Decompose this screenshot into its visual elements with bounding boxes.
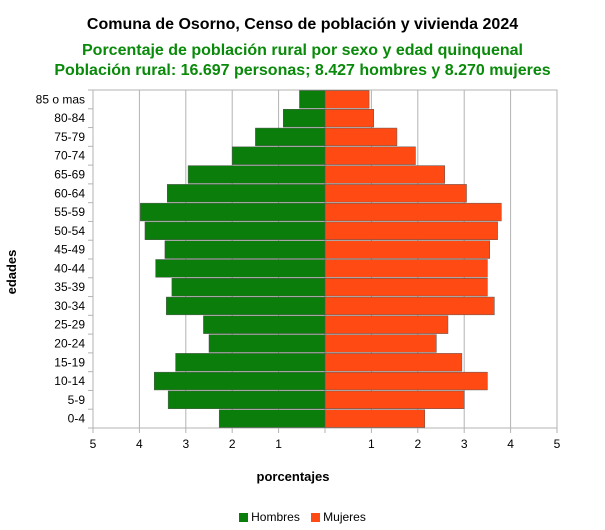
bar-mujeres xyxy=(324,240,490,259)
y-tick-label: 40-44 xyxy=(54,261,85,275)
legend-swatch-mujeres xyxy=(311,513,321,522)
bars-layer xyxy=(140,90,502,428)
bar-mujeres xyxy=(324,334,437,353)
bar-hombres xyxy=(187,165,326,184)
bar-hombres xyxy=(166,296,326,316)
y-tick-label: 55-59 xyxy=(54,205,85,219)
legend-label-hombres: Hombres xyxy=(251,510,300,524)
y-tick-label: 25-29 xyxy=(54,318,85,332)
bar-hombres xyxy=(203,315,326,334)
y-tick-label: 15-19 xyxy=(54,355,85,369)
x-tick-label: 1 xyxy=(275,437,282,451)
x-tick-label: 5 xyxy=(90,437,97,451)
bar-hombres xyxy=(282,109,326,128)
bar-hombres xyxy=(208,334,326,353)
bar-hombres xyxy=(164,240,326,259)
x-axis-label: porcentajes xyxy=(257,469,330,484)
x-tick-label: 5 xyxy=(554,437,561,451)
bar-mujeres xyxy=(324,353,463,372)
y-tick-label: 65-69 xyxy=(54,168,85,182)
bar-mujeres xyxy=(324,202,502,222)
bar-hombres xyxy=(155,259,326,278)
y-tick-label: 70-74 xyxy=(54,149,85,163)
bar-mujeres xyxy=(324,259,488,278)
y-tick-label: 85 o mas xyxy=(36,92,85,106)
bar-hombres xyxy=(218,409,326,428)
bar-hombres xyxy=(299,90,326,109)
x-tick-label: 3 xyxy=(461,437,468,451)
chart-title: Comuna de Osorno, Censo de población y v… xyxy=(86,16,519,33)
bar-hombres xyxy=(171,278,326,297)
legend: Hombres Mujeres xyxy=(0,510,605,524)
y-axis-label: edades xyxy=(4,250,19,295)
x-tick-label: 2 xyxy=(229,437,236,451)
bar-mujeres xyxy=(324,390,465,409)
y-tick-label: 75-79 xyxy=(54,130,85,144)
y-tick-label: 5-9 xyxy=(68,393,86,407)
x-tick-label: 3 xyxy=(182,437,189,451)
bar-mujeres xyxy=(324,109,374,128)
bar-hombres xyxy=(231,146,326,165)
bar-hombres xyxy=(140,202,326,222)
y-tick-label: 80-84 xyxy=(54,111,85,125)
bar-mujeres xyxy=(324,90,370,109)
bar-mujeres xyxy=(324,409,426,428)
bar-mujeres xyxy=(324,221,498,240)
legend-item-mujeres: Mujeres xyxy=(311,510,366,524)
bar-hombres xyxy=(153,371,326,391)
chart-subtitle-1: Porcentaje de población rural por sexo y… xyxy=(82,42,523,59)
y-tick-label: 50-54 xyxy=(54,224,85,238)
legend-swatch-hombres xyxy=(239,513,249,522)
y-tick-label: 30-34 xyxy=(54,299,85,313)
x-tick-label: 4 xyxy=(507,437,514,451)
x-tick-label: 2 xyxy=(414,437,421,451)
x-tick-label: 4 xyxy=(136,437,143,451)
bar-hombres xyxy=(144,221,326,240)
chart-subtitle-2: Población rural: 16.697 personas; 8.427 … xyxy=(54,62,551,79)
bar-mujeres xyxy=(324,278,488,297)
y-tick-label: 0-4 xyxy=(68,412,86,426)
y-tick-label: 35-39 xyxy=(54,280,85,294)
bar-mujeres xyxy=(324,127,398,147)
axis-layer: 5 4 3 2 1 1 2 3 4 5 85 o mas 80-84 75-79 70-74 65-69 60… xyxy=(36,89,561,451)
legend-label-mujeres: Mujeres xyxy=(323,510,366,524)
legend-item-hombres: Hombres xyxy=(239,510,300,524)
bar-mujeres xyxy=(324,184,467,203)
bar-hombres xyxy=(255,127,326,147)
x-tick-label: 1 xyxy=(368,437,375,451)
y-tick-label: 10-14 xyxy=(54,374,85,388)
bar-hombres xyxy=(166,184,326,203)
y-tick-label: 45-49 xyxy=(54,243,85,257)
y-tick-label: 60-64 xyxy=(54,186,85,200)
bar-mujeres xyxy=(324,146,416,165)
bar-mujeres xyxy=(324,315,449,334)
bar-mujeres xyxy=(324,296,495,316)
bar-hombres xyxy=(175,353,326,372)
bar-hombres xyxy=(167,390,326,409)
bar-mujeres xyxy=(324,371,488,391)
bar-mujeres xyxy=(324,165,445,184)
y-tick-label: 20-24 xyxy=(54,337,85,351)
